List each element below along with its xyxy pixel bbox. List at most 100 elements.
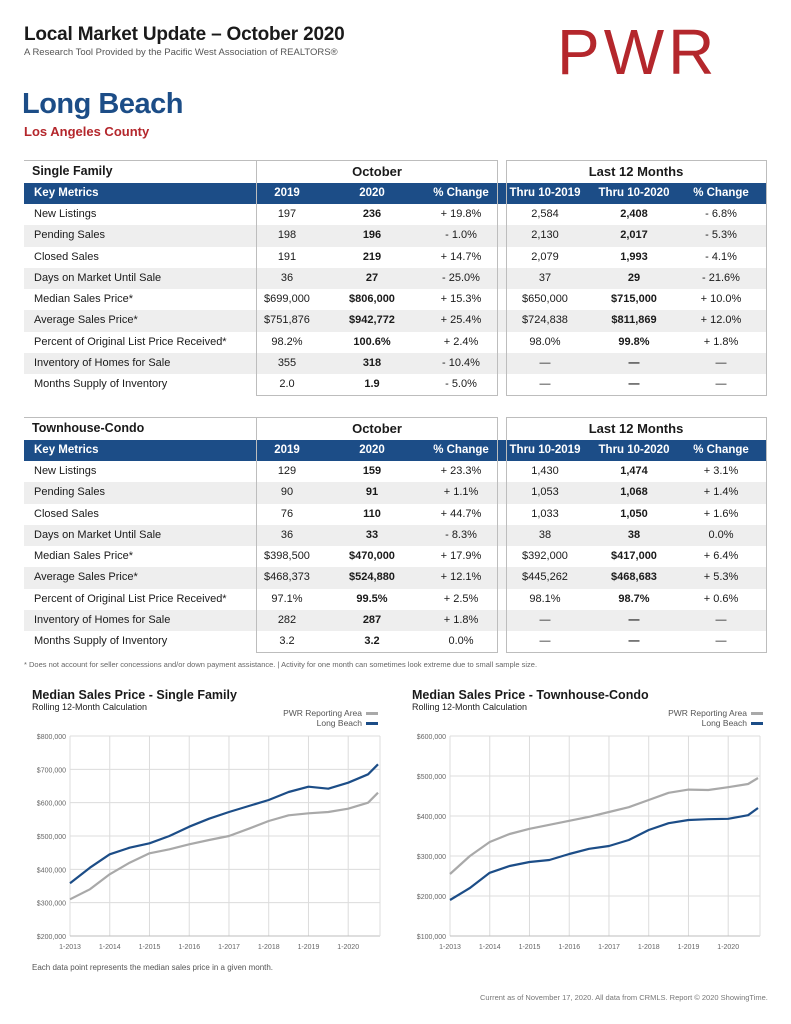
table-cell: 1,068 <box>620 486 648 499</box>
table-row: Average Sales Price* $468,373 $524,880 + 12… <box>24 567 767 589</box>
table-cell: $470,000 <box>349 550 395 563</box>
table-header-row: Key Metrics 2019 2020 % Change Thru 10-2019 T… <box>24 440 767 461</box>
y-tick-label: $300,000 <box>37 901 66 908</box>
x-tick-label: 1-2019 <box>298 944 320 951</box>
table-frame <box>24 417 256 418</box>
table-cell: 159 <box>362 465 382 477</box>
column-header: Thru 10-2020 <box>598 444 670 456</box>
table-cell: $811,869 <box>611 314 657 327</box>
table-row: Closed Sales 191 219 + 14.7% 2,079 1,993 - 4.1… <box>24 247 767 268</box>
table-cell: 98.1% <box>529 592 561 605</box>
column-header: Thru 10-2019 <box>509 187 581 199</box>
single-family-table: Single Family October Last 12 Months Key… <box>24 160 767 396</box>
table-cell: + 23.3% <box>440 465 482 477</box>
table-cell: 99.8% <box>618 335 650 348</box>
table-cell: — <box>539 357 551 370</box>
y-tick-label: $100,000 <box>417 934 446 941</box>
period-october: October <box>352 421 402 436</box>
table-cell: 38 <box>538 528 552 541</box>
metric-label: Inventory of Homes for Sale <box>34 614 171 627</box>
table-cell: + 17.9% <box>440 550 482 563</box>
legend-item-long-beach: Long Beach <box>283 718 378 728</box>
metric-label: Closed Sales <box>34 250 99 263</box>
x-tick-label: 1-2016 <box>558 944 580 951</box>
table-cell: $699,000 <box>264 293 310 306</box>
table-row: Pending Sales 198 196 - 1.0% 2,130 2,017 - 5.3… <box>24 225 767 247</box>
table-cell: — <box>715 357 727 370</box>
table-cell: - 10.4% <box>442 357 480 370</box>
legend-label: Long Beach <box>701 718 747 728</box>
metric-label: Months Supply of Inventory <box>34 378 168 391</box>
table-cell: + 1.4% <box>703 486 739 499</box>
metric-label: Closed Sales <box>34 507 99 520</box>
metric-label: Days on Market Until Sale <box>34 528 162 541</box>
table-cell: 76 <box>280 507 294 520</box>
table-row: Months Supply of Inventory 3.2 3.2 0.0% — — — <box>24 631 767 652</box>
table-cell: — <box>715 614 727 627</box>
column-header: % Change <box>433 187 489 199</box>
table-row: New Listings 197 236 + 19.8% 2,584 2,408 - 6.8… <box>24 204 767 225</box>
table-row: Days on Market Until Sale 36 27 - 25.0% 37 29… <box>24 267 767 290</box>
table-cell: 36 <box>280 271 294 284</box>
chart-note: Each data point represents the median sa… <box>32 963 274 972</box>
legend-swatch <box>366 712 378 716</box>
table-cell: + 15.3% <box>440 293 482 306</box>
table-cell: 98.2% <box>271 335 303 348</box>
table-cell: 1,033 <box>531 507 559 520</box>
table-cell: 318 <box>362 357 382 370</box>
column-header: Thru 10-2020 <box>598 187 670 199</box>
table-cell: — <box>539 635 551 648</box>
table-row: Days on Market Until Sale 36 33 - 8.3% 38 38 0… <box>24 524 767 547</box>
table-cell: 236 <box>362 208 382 220</box>
table-cell: 2.0 <box>279 378 295 391</box>
table-row: Average Sales Price* $751,876 $942,772 + 25… <box>24 310 767 332</box>
table-cell: — <box>628 614 640 627</box>
legend-label: Long Beach <box>316 718 362 728</box>
table-cell: - 21.6% <box>702 271 740 284</box>
table-cell: 1,050 <box>620 507 648 520</box>
table-cell: — <box>628 635 640 648</box>
legend-item-pwr: PWR Reporting Area <box>668 708 763 718</box>
x-tick-label: 1-2014 <box>99 944 121 951</box>
table-section-title: Townhouse-Condo <box>32 421 145 435</box>
table-row: Pending Sales 90 91 + 1.1% 1,053 1,068 + 1.4% <box>24 482 767 504</box>
page-title: Local Market Update – October 2020 <box>24 24 345 45</box>
table-cell: 287 <box>362 614 382 627</box>
legend-swatch <box>751 712 763 716</box>
table-cell: 2,584 <box>531 208 559 220</box>
table-cell: + 1.8% <box>703 335 739 348</box>
table-cell: 29 <box>627 271 641 284</box>
table-cell: 1,993 <box>620 250 648 263</box>
table-cell: 282 <box>277 614 297 627</box>
long-beach-line <box>69 763 379 885</box>
table-cell: + 5.3% <box>703 571 739 584</box>
chart-subtitle: Rolling 12-Month Calculation <box>32 702 148 712</box>
column-header: Thru 10-2019 <box>509 444 581 456</box>
table-cell: + 10.0% <box>700 293 742 306</box>
table-cell: + 2.4% <box>443 335 479 348</box>
column-header: % Change <box>693 444 749 456</box>
legend-label: PWR Reporting Area <box>668 708 747 718</box>
table-cell: 2,079 <box>531 250 559 263</box>
column-header: % Change <box>693 187 749 199</box>
legend-item-pwr: PWR Reporting Area <box>283 708 378 718</box>
metric-label: Average Sales Price* <box>34 314 138 327</box>
chart-single-family: Median Sales Price - Single Family Rolli… <box>32 688 382 728</box>
period-last-12-months: Last 12 Months <box>588 164 684 179</box>
table-row: Closed Sales 76 110 + 44.7% 1,033 1,050 + 1.6% <box>24 504 767 525</box>
table-cell: $942,772 <box>349 314 395 327</box>
table-cell: 98.0% <box>529 335 561 348</box>
table-cell: 196 <box>362 229 382 242</box>
pwr-reporting-area-line <box>449 777 759 875</box>
table-cell: $751,876 <box>264 314 310 327</box>
table-row: Percent of Original List Price Received*… <box>24 589 767 610</box>
x-tick-label: 1-2017 <box>218 944 240 951</box>
table-cell: 37 <box>538 271 552 284</box>
table-cell: $468,373 <box>264 571 310 584</box>
y-tick-label: $300,000 <box>417 854 446 861</box>
table-cell: $715,000 <box>611 293 657 306</box>
table-cell: 38 <box>627 528 641 541</box>
legend-label: PWR Reporting Area <box>283 708 362 718</box>
metric-label: Median Sales Price* <box>34 550 134 563</box>
table-cell: — <box>628 378 640 391</box>
